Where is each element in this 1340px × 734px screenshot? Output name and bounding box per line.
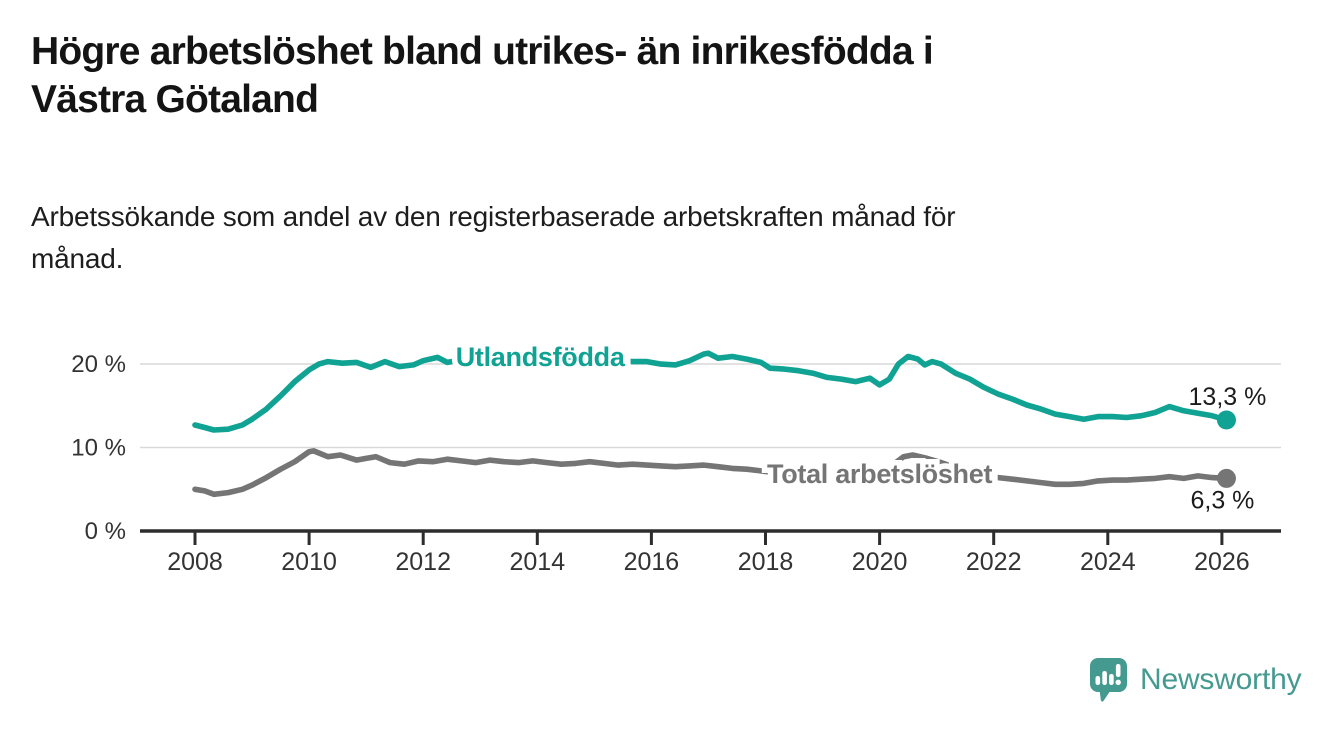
brand-name: Newsworthy — [1140, 663, 1302, 696]
series-label-total-arbetsl-shet: Total arbetslöshet — [767, 459, 992, 489]
x-axis-label: 2024 — [1080, 548, 1136, 576]
y-axis-label: 0 % — [85, 518, 126, 545]
x-axis-label: 2022 — [966, 548, 1022, 576]
x-axis-label: 2020 — [852, 548, 908, 576]
newsworthy-logo-icon — [1090, 658, 1127, 702]
x-axis-label: 2016 — [624, 548, 680, 576]
y-axis-label: 10 % — [71, 435, 126, 462]
series-end-dot-utlandsf-dda — [1216, 410, 1236, 430]
page-title: Högre arbetslöshet bland utrikes- än inr… — [31, 28, 934, 124]
x-axis-label: 2008 — [167, 548, 223, 576]
x-axis-label: 2026 — [1194, 548, 1250, 576]
brand-footer: Newsworthy — [1088, 654, 1302, 706]
series-end-dot-total-arbetsl-shet — [1216, 468, 1236, 488]
series-line-total-arbetsl-shet — [192, 448, 1230, 498]
page-title-line1: Högre arbetslöshet bland utrikes- än inr… — [31, 30, 934, 73]
unemployment-line-chart: Utlandsfödda Total arbetslöshet 13,3 % 6,3 … — [71, 336, 1281, 576]
chart-subtitle-line1: Arbetssökande som andel av den registerb… — [31, 201, 956, 232]
page-title-line2: Västra Götaland — [31, 78, 319, 121]
series-label-utlandsf-dda: Utlandsfödda — [456, 342, 626, 372]
series-line-utlandsf-dda — [192, 350, 1230, 433]
chart-subtitle: Arbetssökande som andel av den registerb… — [31, 196, 956, 280]
x-axis-label: 2010 — [281, 548, 337, 576]
x-axis-label: 2018 — [738, 548, 794, 576]
x-axis-label: 2014 — [509, 548, 565, 576]
x-axis-label: 2012 — [395, 548, 451, 576]
series-end-value-total-arbetsl-shet: 6,3 % — [1190, 486, 1254, 514]
y-axis-label: 20 % — [71, 351, 126, 378]
chart-subtitle-line2: månad. — [31, 243, 124, 274]
logo-bar-chart-glyph — [1095, 664, 1121, 685]
series-end-value-utlandsf-dda: 13,3 % — [1189, 383, 1267, 411]
